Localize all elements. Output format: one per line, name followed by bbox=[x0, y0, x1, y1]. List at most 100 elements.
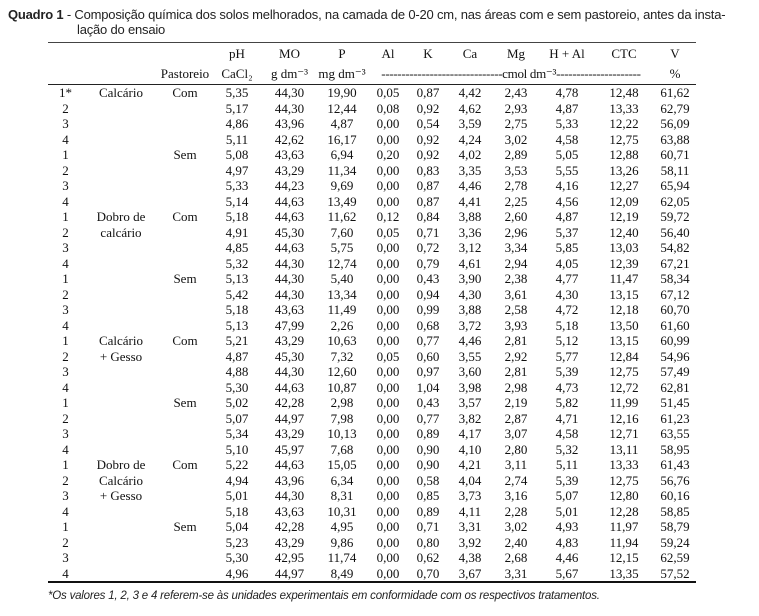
row-number-cell: 2 bbox=[62, 162, 69, 178]
p-cell: 16,17 bbox=[327, 131, 357, 147]
p-cell: 9,86 bbox=[330, 534, 354, 550]
ctc-cell: 13,15 bbox=[609, 333, 639, 348]
p-cell: 10,13 bbox=[327, 426, 357, 441]
table-row: 1 Sem 5,02 42,28 2,98 0,00 0,43 3,57 2,19 5,82 11,… bbox=[48, 395, 696, 411]
pastoreio-cell bbox=[159, 504, 211, 520]
ctc-cell: 11,94 bbox=[609, 534, 639, 550]
ca-cell: 3,88 bbox=[458, 209, 482, 224]
h-al-cell: 4,77 bbox=[555, 271, 579, 286]
header-blank-treatment bbox=[83, 42, 159, 64]
mo-cell: 44,30 bbox=[274, 286, 305, 302]
p-cell: 7,60 bbox=[330, 224, 354, 240]
h-al-cell: 4,87 bbox=[555, 100, 579, 116]
ph-cell: 4,85 bbox=[225, 240, 249, 255]
al-cell: 0,00 bbox=[376, 193, 400, 209]
ph-cell: 4,87 bbox=[225, 348, 249, 364]
al-cell: 0,00 bbox=[376, 503, 400, 519]
pastoreio-cell bbox=[159, 101, 211, 117]
p-cell: 12,60 bbox=[327, 364, 357, 379]
mg-cell: 2,40 bbox=[504, 534, 528, 550]
row-number-cell: 1 bbox=[62, 519, 69, 534]
mo-cell: 44,97 bbox=[274, 410, 305, 426]
table-row: 4 5,18 43,63 10,31 0,00 0,89 4,11 2,28 5,01 12,28… bbox=[48, 504, 696, 520]
al-cell: 0,00 bbox=[376, 550, 400, 565]
ca-cell: 4,30 bbox=[458, 286, 482, 302]
pastoreio-cell bbox=[159, 318, 211, 334]
table-row: 1 Dobro de Com 5,22 44,63 15,05 0,00 0,90 4,21 3,… bbox=[48, 457, 696, 473]
al-cell: 0,00 bbox=[376, 519, 400, 534]
k-cell: 0,89 bbox=[416, 426, 440, 441]
ph-cell: 5,18 bbox=[225, 503, 249, 519]
treatment-cell bbox=[83, 287, 159, 303]
header-p: P bbox=[316, 42, 368, 64]
table-row: 4 5,32 44,30 12,74 0,00 0,79 4,61 2,94 4,05 12,39… bbox=[48, 256, 696, 272]
k-cell: 0,77 bbox=[416, 333, 440, 348]
row-number-cell: 4 bbox=[62, 503, 69, 519]
al-cell: 0,08 bbox=[376, 100, 400, 116]
p-cell: 12,44 bbox=[327, 100, 357, 116]
al-cell: 0,00 bbox=[376, 534, 400, 550]
ca-cell: 4,41 bbox=[458, 193, 482, 209]
treatment-cell: + Gesso bbox=[99, 348, 143, 364]
table-row: 4 5,14 44,63 13,49 0,00 0,87 4,41 2,25 4,56 12,09… bbox=[48, 194, 696, 210]
header-pastoreio: Pastoreio bbox=[159, 64, 211, 85]
ph-cell: 5,07 bbox=[225, 410, 249, 426]
pastoreio-cell: Com bbox=[172, 85, 198, 100]
pastoreio-cell: Com bbox=[172, 209, 198, 224]
ctc-cell: 12,71 bbox=[609, 426, 639, 441]
v-cell: 58,11 bbox=[660, 162, 690, 178]
mg-cell: 3,16 bbox=[504, 488, 528, 503]
p-cell: 10,87 bbox=[327, 379, 357, 395]
p-cell: 10,63 bbox=[327, 333, 357, 348]
table-row: 2 calcário 4,91 45,30 7,60 0,05 0,71 3,36 2,96 5,… bbox=[48, 225, 696, 241]
v-cell: 62,79 bbox=[660, 100, 690, 116]
table-title-line2: lação do ensaio bbox=[77, 22, 166, 37]
mo-cell: 42,62 bbox=[274, 131, 305, 147]
h-al-cell: 4,72 bbox=[555, 302, 579, 317]
row-number-cell: 4 bbox=[62, 379, 69, 395]
pastoreio-cell bbox=[159, 565, 211, 583]
pastoreio-cell bbox=[159, 225, 211, 241]
mo-cell: 44,63 bbox=[274, 457, 305, 472]
k-cell: 0,60 bbox=[416, 348, 440, 364]
row-number-cell: 3 bbox=[62, 364, 69, 379]
v-cell: 60,16 bbox=[660, 488, 690, 503]
pastoreio-cell bbox=[159, 302, 211, 318]
table-title-prefix: Quadro 1 bbox=[8, 7, 64, 22]
ctc-cell: 12,09 bbox=[609, 193, 639, 209]
ca-cell: 4,46 bbox=[458, 178, 482, 193]
table-row: 3 5,18 43,63 11,49 0,00 0,99 3,88 2,58 4,72 12,18… bbox=[48, 302, 696, 318]
ca-cell: 4,61 bbox=[458, 255, 482, 271]
ctc-cell: 11,97 bbox=[609, 519, 639, 534]
row-number-cell: 2 bbox=[62, 348, 69, 364]
mg-cell: 3,31 bbox=[492, 565, 540, 583]
k-cell: 0,92 bbox=[416, 131, 440, 147]
h-al-cell: 5,11 bbox=[555, 457, 579, 472]
al-cell: 0,00 bbox=[376, 488, 400, 503]
table-row: 3 5,33 44,23 9,69 0,00 0,87 4,46 2,78 4,16 12,27 6… bbox=[48, 178, 696, 194]
h-al-cell: 5,01 bbox=[555, 503, 579, 519]
treatment-cell bbox=[83, 380, 159, 396]
k-cell: 0,84 bbox=[416, 209, 440, 224]
header-ph-unit: CaCl₂ bbox=[211, 64, 263, 85]
header-k: K bbox=[408, 42, 448, 64]
mg-cell: 3,02 bbox=[504, 131, 528, 147]
ctc-cell: 12,15 bbox=[609, 550, 639, 565]
mg-cell: 2,25 bbox=[504, 193, 528, 209]
treatment-cell bbox=[83, 426, 159, 442]
ca-cell: 3,60 bbox=[458, 364, 482, 379]
table-row: 1 Sem 5,08 43,63 6,94 0,20 0,92 4,02 2,89 5,05 12,… bbox=[48, 147, 696, 163]
v-cell: 65,94 bbox=[660, 178, 690, 193]
k-cell: 0,92 bbox=[416, 147, 440, 162]
k-cell: 1,04 bbox=[416, 379, 440, 395]
ph-cell: 5,22 bbox=[225, 457, 249, 472]
k-cell: 0,71 bbox=[416, 519, 440, 534]
ca-cell: 4,10 bbox=[458, 441, 482, 457]
treatment-cell bbox=[83, 178, 159, 194]
mo-cell: 44,63 bbox=[274, 240, 305, 255]
mo-cell: 44,63 bbox=[274, 209, 305, 224]
al-cell: 0,00 bbox=[376, 162, 400, 178]
h-al-cell: 5,07 bbox=[555, 488, 579, 503]
k-cell: 0,99 bbox=[416, 302, 440, 317]
p-cell: 6,34 bbox=[330, 472, 354, 488]
